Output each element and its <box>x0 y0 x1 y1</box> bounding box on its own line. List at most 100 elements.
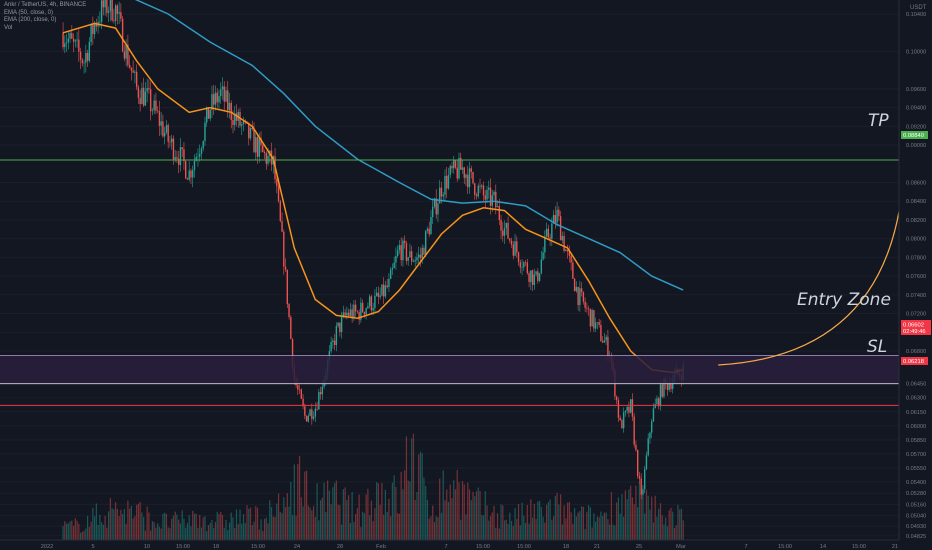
candle-body <box>344 312 346 316</box>
projection-arrow[interactable] <box>718 168 905 366</box>
candle-body <box>337 322 339 327</box>
volume-bar <box>213 527 215 540</box>
candle-body <box>642 489 644 495</box>
candle-body <box>663 378 665 397</box>
volume-bar <box>377 483 380 540</box>
candle-body <box>428 228 430 235</box>
candle-body <box>155 100 157 111</box>
volume-bar <box>672 511 674 540</box>
candle-body <box>570 255 572 263</box>
candle-body <box>603 340 606 343</box>
volume-bar <box>330 504 332 540</box>
volume-bar <box>307 505 309 540</box>
candle-body <box>628 406 630 413</box>
candle-body <box>398 245 401 251</box>
volume-bar <box>281 513 283 540</box>
candle-body <box>330 341 332 352</box>
volume-bar <box>253 521 255 540</box>
volume-bar <box>214 521 217 540</box>
volume-bar <box>637 507 639 540</box>
candle-body <box>220 89 222 97</box>
volume-bar <box>421 453 423 540</box>
volume-bar <box>467 482 469 540</box>
price-tick-label: 0.06000 <box>906 424 926 430</box>
volume-bar <box>358 494 360 540</box>
volume-bar <box>433 522 436 540</box>
volume-bar <box>148 512 150 540</box>
candle-body <box>304 406 306 416</box>
candle-body <box>135 71 138 88</box>
candle-body <box>468 168 471 188</box>
volume-bar <box>489 516 492 540</box>
volume-bar <box>418 454 420 540</box>
volume-bar <box>319 500 322 540</box>
candle-body <box>593 310 595 329</box>
candle-body <box>568 251 571 256</box>
volume-bar <box>540 506 542 540</box>
price-tick-label: 0.08600 <box>906 180 926 186</box>
volume-bar <box>92 507 94 540</box>
candle-body <box>668 383 670 390</box>
candle-body <box>253 129 255 153</box>
volume-bar <box>675 525 677 540</box>
candle-body <box>575 286 578 292</box>
volume-bar <box>621 493 623 540</box>
time-axis-panel[interactable] <box>0 540 899 550</box>
volume-bar <box>654 495 656 540</box>
candle-body <box>617 400 620 418</box>
volume-bar <box>523 515 525 540</box>
candle-body <box>488 187 490 190</box>
candle-body <box>486 189 488 200</box>
volume-bar <box>558 504 560 540</box>
candle-body <box>79 51 82 60</box>
volume-bar <box>442 470 444 540</box>
entry-zone-label: Entry Zone <box>797 290 891 310</box>
volume-bar <box>235 509 238 540</box>
candle-body <box>114 5 117 21</box>
volume-bar <box>663 524 665 540</box>
volume-bar <box>584 528 586 540</box>
entry-zone-box[interactable] <box>0 355 899 384</box>
volume-bar <box>158 526 161 540</box>
candle-body <box>230 102 232 120</box>
candle-body <box>447 174 450 189</box>
candle-body <box>221 86 224 90</box>
volume-bar <box>321 497 323 540</box>
price-tick-label: 0.07800 <box>906 255 926 261</box>
volume-bar <box>150 530 152 540</box>
volume-bar <box>79 532 82 540</box>
candle-body <box>479 185 481 187</box>
volume-bar <box>596 516 598 540</box>
time-tick-label: 15:00 <box>476 544 490 550</box>
volume-bar <box>115 502 117 540</box>
candle-body <box>71 33 73 39</box>
candle-body <box>118 12 120 14</box>
volume-bar <box>644 513 646 540</box>
candle-body <box>162 121 164 137</box>
volume-bar <box>353 521 355 540</box>
volume-bar <box>176 514 178 540</box>
volume-bar <box>339 505 341 540</box>
price-axis-panel[interactable] <box>899 0 932 550</box>
candle-body <box>393 262 395 268</box>
candle-body <box>425 230 427 255</box>
volume-bar <box>116 508 118 540</box>
price-tick-label: 0.09000 <box>906 143 926 149</box>
candle-body <box>433 198 436 207</box>
volume-bar <box>178 519 180 540</box>
volume-bar <box>355 513 357 540</box>
volume-bar <box>393 475 395 540</box>
candle-body <box>72 38 75 42</box>
volume-bar <box>120 509 122 540</box>
candle-body <box>370 296 373 311</box>
volume-bar <box>251 525 253 540</box>
price-tick-label: 0.06300 <box>906 396 926 402</box>
volume-bar <box>491 512 493 540</box>
price-tick-label: 0.07200 <box>906 312 926 318</box>
volume-bar <box>101 522 103 540</box>
volume-bar <box>106 527 108 540</box>
volume-bar <box>659 503 662 540</box>
candle-body <box>342 312 345 317</box>
volume-bar <box>316 483 318 540</box>
